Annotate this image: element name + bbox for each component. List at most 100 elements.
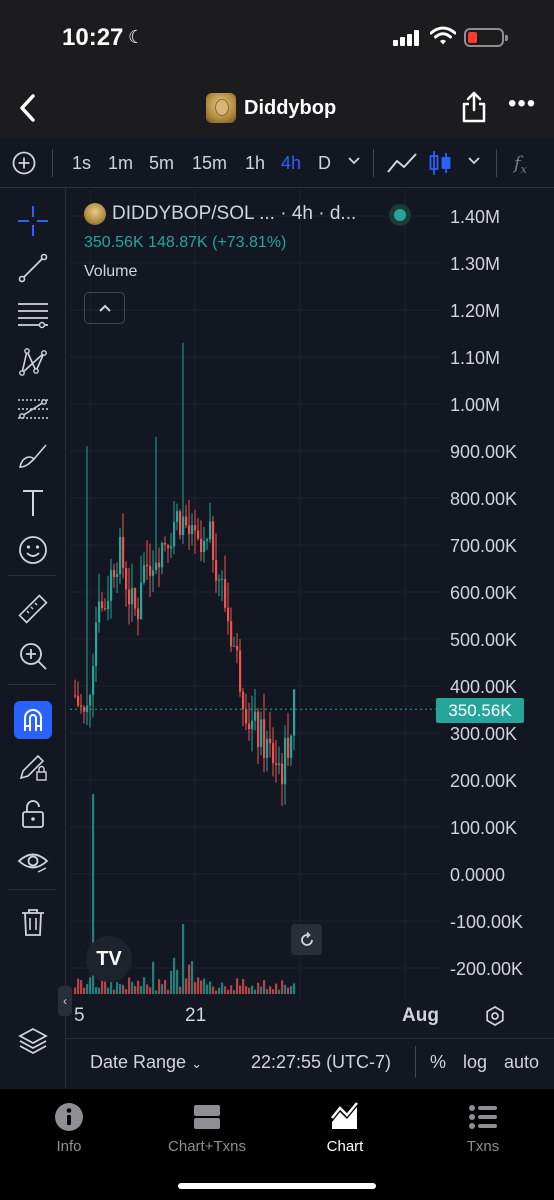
tab-chart[interactable]: Chart (276, 1102, 414, 1155)
hide-drawings-tool[interactable] (14, 842, 52, 880)
chart-type-dropdown-chevron-icon[interactable] (467, 156, 481, 166)
candle-body (284, 737, 287, 785)
y-tick-label: -100.00K (450, 912, 523, 932)
list-icon (469, 1105, 497, 1129)
lock-drawings-tool[interactable] (14, 748, 52, 786)
object-tree-tool[interactable] (14, 1022, 52, 1060)
back-chevron-icon[interactable] (14, 92, 42, 124)
interval-15m[interactable]: 15m (192, 152, 228, 173)
volume-bar (179, 986, 182, 994)
fib-retracement-tool[interactable] (14, 296, 52, 334)
y-tick-label: -200.00K (450, 959, 523, 979)
lock-all-tool[interactable] (14, 795, 52, 833)
navigation-bar (0, 78, 554, 138)
volume-bar (107, 987, 110, 994)
home-indicator (178, 1183, 376, 1189)
log-scale-toggle[interactable]: log (463, 1052, 488, 1072)
zoom-tool[interactable] (14, 637, 52, 675)
volume-bar (116, 981, 119, 994)
expand-toolbar-tab[interactable]: ‹ (58, 986, 72, 1016)
crosshair-tool[interactable] (14, 202, 52, 240)
candles-chart-type-icon[interactable] (428, 149, 452, 177)
candle-body (176, 511, 179, 522)
y-tick-label: 700.00K (450, 536, 517, 556)
volume-legend[interactable]: Volume (84, 263, 138, 280)
candle-body (80, 705, 83, 708)
collapse-legend-button[interactable] (84, 292, 125, 324)
interval-4h[interactable]: 4h (281, 152, 302, 173)
candlestick-chart[interactable]: 1.40M 1.30M 1.20M 1.10M 1.00M 900.00K 800.00K 7… (70, 190, 554, 1002)
volume-bar (170, 970, 173, 994)
volume-bar (224, 986, 227, 994)
tab-chart-txns[interactable]: Chart+Txns (138, 1102, 276, 1155)
volume-bar (221, 982, 224, 994)
volume-bar (290, 986, 293, 994)
y-tick-label: 1.40M (450, 207, 500, 227)
candle-body (128, 589, 131, 605)
volume-bar (284, 984, 287, 994)
y-tick-label: 400.00K (450, 677, 517, 697)
measure-tool[interactable] (14, 590, 52, 628)
volume-bar (197, 977, 200, 994)
candle-body (287, 737, 290, 758)
candle-body (110, 570, 113, 601)
remove-drawings-tool[interactable] (14, 903, 52, 941)
reset-chart-button[interactable] (291, 924, 322, 955)
volume-bar (182, 924, 185, 994)
crosshair-icon (18, 206, 48, 236)
volume-bar (149, 987, 152, 994)
date-range-selector[interactable]: Date Range ⌄ (90, 1052, 202, 1073)
y-tick-label: 1.00M (450, 395, 500, 415)
volume-bar (185, 978, 188, 994)
volume-bar (236, 978, 239, 994)
volume-bar (227, 989, 230, 994)
market-status-indicator[interactable] (389, 204, 411, 226)
add-indicator-icon[interactable] (12, 151, 36, 175)
candle-body (122, 537, 125, 568)
percent-scale-toggle[interactable]: % (430, 1052, 447, 1072)
interval-1h[interactable]: 1h (245, 152, 266, 173)
candle-body (260, 719, 263, 748)
tab-label: Txns (466, 1138, 500, 1155)
candle-body (251, 720, 254, 730)
share-icon[interactable] (460, 90, 488, 124)
candle-body (281, 763, 284, 785)
focus-moon-icon: ☾ (128, 27, 145, 47)
volume-bar (98, 987, 101, 994)
tab-info[interactable]: Info (0, 1102, 138, 1155)
pattern-tool[interactable] (14, 343, 52, 381)
tradingview-logo[interactable]: TV (86, 936, 132, 982)
symbol-logo (84, 203, 106, 225)
trend-line-tool[interactable] (14, 249, 52, 287)
pattern-icon (19, 348, 47, 376)
y-tick-label: 200.00K (450, 771, 517, 791)
volume-bar (119, 984, 122, 994)
volume-bar (122, 984, 125, 994)
auto-scale-toggle[interactable]: auto (504, 1052, 540, 1072)
interval-5m[interactable]: 5m (149, 152, 175, 173)
text-tool[interactable] (14, 484, 52, 522)
info-icon (55, 1103, 83, 1131)
timezone-clock[interactable]: 22:27:55 (UTC-7) (251, 1052, 392, 1072)
chart-settings-gear-icon[interactable] (484, 1005, 506, 1027)
emoji-tool[interactable] (14, 531, 52, 569)
candle-body (290, 735, 293, 758)
chart-icon (331, 1102, 358, 1129)
symbol-legend[interactable]: DIDDYBOP/SOL ... · 4h · d... (112, 203, 357, 224)
candle-body (125, 567, 128, 590)
volume-bar (269, 986, 272, 994)
more-options-icon[interactable]: ••• (508, 90, 537, 117)
volume-bar (158, 979, 161, 994)
magnet-tool[interactable] (14, 701, 52, 739)
prediction-tool[interactable] (14, 390, 52, 428)
interval-1m[interactable]: 1m (108, 152, 134, 173)
candle-body (224, 578, 227, 608)
interval-1s[interactable]: 1s (72, 152, 92, 173)
brush-tool[interactable] (14, 437, 52, 475)
interval-dropdown-chevron-icon[interactable] (347, 156, 361, 166)
tab-txns[interactable]: Txns (414, 1102, 552, 1155)
interval-1d[interactable]: D (318, 152, 331, 173)
line-chart-type-icon[interactable] (386, 150, 418, 176)
candle-body (200, 538, 203, 553)
